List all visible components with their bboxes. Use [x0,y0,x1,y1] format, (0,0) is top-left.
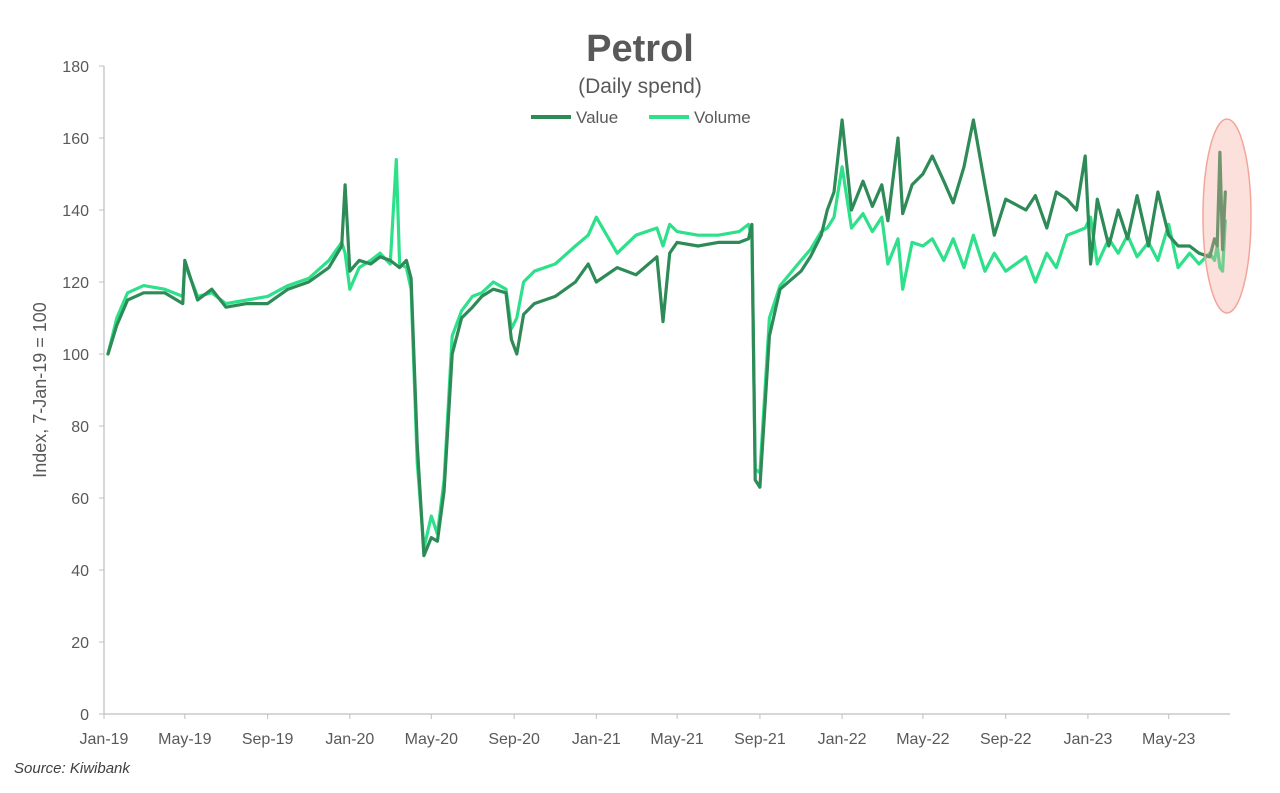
x-tick-label: Sep-22 [980,731,1032,748]
legend: Value Volume [531,108,751,127]
x-tick-label: May-20 [405,731,458,748]
x-tick-label: Sep-21 [734,731,786,748]
y-tick-label: 160 [62,131,89,148]
chart-title: Petrol [586,28,694,70]
legend-value-label: Value [576,108,618,127]
x-tick-label: Jan-21 [572,731,621,748]
y-axis: 0 20 40 60 80 100 120 140 160 180 [62,59,105,724]
chart-subtitle: (Daily spend) [578,75,702,98]
x-tick-label: May-22 [896,731,949,748]
legend-volume-label: Volume [694,108,751,127]
x-tick-label: Jan-20 [325,731,374,748]
highlight-ellipse [1202,118,1252,314]
series-line-value [106,118,1227,558]
y-tick-label: 0 [80,707,89,724]
y-tick-label: 60 [71,491,89,508]
x-tick-label: Jan-22 [818,731,867,748]
x-axis: Jan-19 May-19 Sep-19 Jan-20 May-20 Sep-20 Jan-… [80,713,1230,748]
y-tick-label: 120 [62,275,89,292]
source-note: Source: Kiwibank [14,760,130,777]
y-tick-label: 100 [62,347,89,364]
x-tick-label: Jan-19 [80,731,129,748]
x-tick-label: May-21 [650,731,703,748]
y-tick-label: 80 [71,419,89,436]
series-layer [106,118,1227,558]
x-tick-label: Sep-20 [488,731,540,748]
y-tick-label: 20 [71,635,89,652]
x-tick-label: Jan-23 [1063,731,1112,748]
series-line-volume [106,158,1227,551]
y-tick-label: 180 [62,59,89,76]
y-tick-label: 140 [62,203,89,220]
x-tick-label: Sep-19 [242,731,294,748]
y-tick-label: 40 [71,563,89,580]
y-axis-label: Index, 7-Jan-19 = 100 [30,302,50,478]
x-tick-label: May-19 [158,731,211,748]
x-tick-label: May-23 [1142,731,1195,748]
